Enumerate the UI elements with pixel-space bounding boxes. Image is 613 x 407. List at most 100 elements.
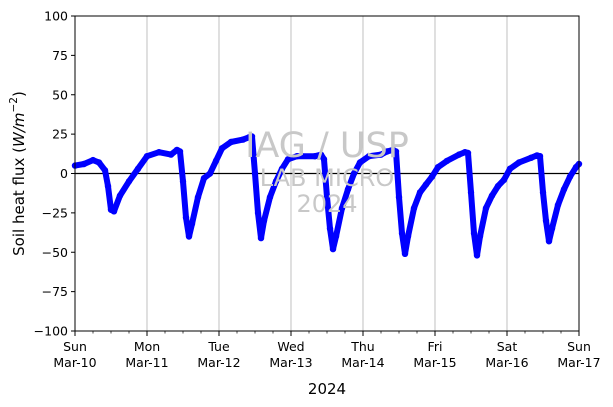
data-point (395, 193, 403, 201)
data-point (260, 217, 268, 224)
data-point (227, 138, 235, 146)
data-point (323, 193, 331, 201)
y-tick-label: −75 (42, 284, 68, 299)
data-point (482, 204, 490, 212)
x-axis: SunMar-10MonMar-11TueMar-12WedMar-13ThuM… (53, 331, 601, 370)
data-point (248, 133, 256, 140)
x-tick-label-date: Mar-12 (197, 355, 240, 370)
data-point (416, 189, 424, 196)
data-point (338, 204, 346, 212)
data-point (251, 170, 259, 177)
data-point (254, 209, 262, 217)
y-label-exponent: −2 (8, 97, 20, 112)
x-tick-label-date: Mar-14 (341, 355, 384, 370)
data-point (404, 233, 412, 240)
watermark-line-2: LAB MICRO (260, 164, 395, 192)
data-point (320, 156, 328, 163)
data-point (80, 160, 88, 168)
x-tick-label-date: Mar-16 (485, 355, 528, 370)
data-point (272, 178, 280, 185)
data-point (179, 178, 187, 185)
data-point (188, 220, 196, 228)
watermark: IAG / USP LAB MICRO 2024 (245, 126, 409, 218)
data-point (515, 159, 523, 166)
x-tick-label-date: Mar-10 (53, 355, 96, 370)
data-point (104, 182, 112, 190)
y-tick-label: 100 (44, 9, 68, 24)
data-point (155, 149, 163, 156)
data-point (326, 225, 334, 232)
data-point (536, 153, 544, 160)
x-tick-label-day: Sat (497, 339, 518, 354)
data-point (542, 217, 550, 224)
data-point (329, 245, 337, 253)
y-label-prefix: Soil heat flux ( (10, 147, 28, 256)
data-point (284, 156, 292, 163)
data-point (218, 145, 226, 152)
data-point (110, 208, 118, 215)
x-tick-label-date: Mar-11 (125, 355, 168, 370)
data-point (377, 151, 385, 158)
data-point (182, 214, 190, 221)
data-point (494, 182, 502, 190)
x-tick-label-day: Fri (428, 339, 443, 354)
data-point (239, 136, 247, 143)
data-point (311, 153, 319, 160)
data-point (365, 153, 373, 160)
x-tick-label-date: Mar-17 (557, 355, 600, 370)
data-point (101, 167, 109, 174)
y-label-suffix: ) (10, 91, 28, 97)
data-point (206, 170, 214, 177)
data-point (356, 159, 364, 166)
data-point (350, 170, 358, 177)
data-point (500, 176, 508, 183)
data-point (566, 173, 574, 180)
data-point (194, 193, 202, 201)
data-point (488, 192, 496, 199)
data-point (293, 153, 301, 160)
data-point (467, 189, 475, 196)
data-point (545, 238, 553, 245)
data-point (176, 148, 184, 155)
data-point (344, 186, 352, 193)
data-point (476, 233, 484, 240)
y-tick-label: 50 (52, 87, 68, 102)
y-tick-label: −50 (42, 245, 68, 260)
data-point (392, 148, 400, 155)
x-tick-label-day: Mon (134, 339, 160, 354)
x-tick-label-date: Mar-15 (413, 355, 456, 370)
data-point (383, 148, 391, 155)
data-point (527, 154, 535, 161)
y-tick-label: 0 (60, 166, 68, 181)
data-point (506, 165, 514, 172)
data-point (317, 151, 325, 158)
data-point (266, 193, 274, 201)
x-tick-label-day: Tue (207, 339, 230, 354)
x-tick-label-day: Sun (567, 339, 591, 354)
data-point (125, 178, 133, 185)
data-point (185, 233, 193, 240)
data-point (455, 151, 463, 158)
data-point (434, 164, 442, 171)
y-tick-label: 25 (52, 127, 68, 142)
data-point (548, 225, 556, 232)
watermark-line-1: IAG / USP (245, 126, 409, 166)
data-point (134, 165, 142, 172)
data-point (95, 159, 103, 166)
y-tick-label: 75 (52, 48, 68, 63)
data-point (464, 149, 472, 157)
data-point (539, 189, 547, 196)
y-tick-label: −25 (42, 205, 68, 220)
series-soil-heat-flux (71, 133, 583, 259)
data-point (200, 175, 208, 182)
x-tick-label-day: Sun (63, 339, 87, 354)
y-axis: 100 75 50 25 0 −25 −50 −75 −100 (34, 9, 75, 339)
data-point (278, 165, 286, 172)
y-label-unit: W/m (10, 113, 28, 148)
data-point (257, 234, 265, 242)
x-tick-label-day: Wed (277, 339, 304, 354)
data-point (560, 186, 568, 193)
data-point (470, 230, 478, 237)
x-axis-label: 2024 (308, 380, 346, 398)
